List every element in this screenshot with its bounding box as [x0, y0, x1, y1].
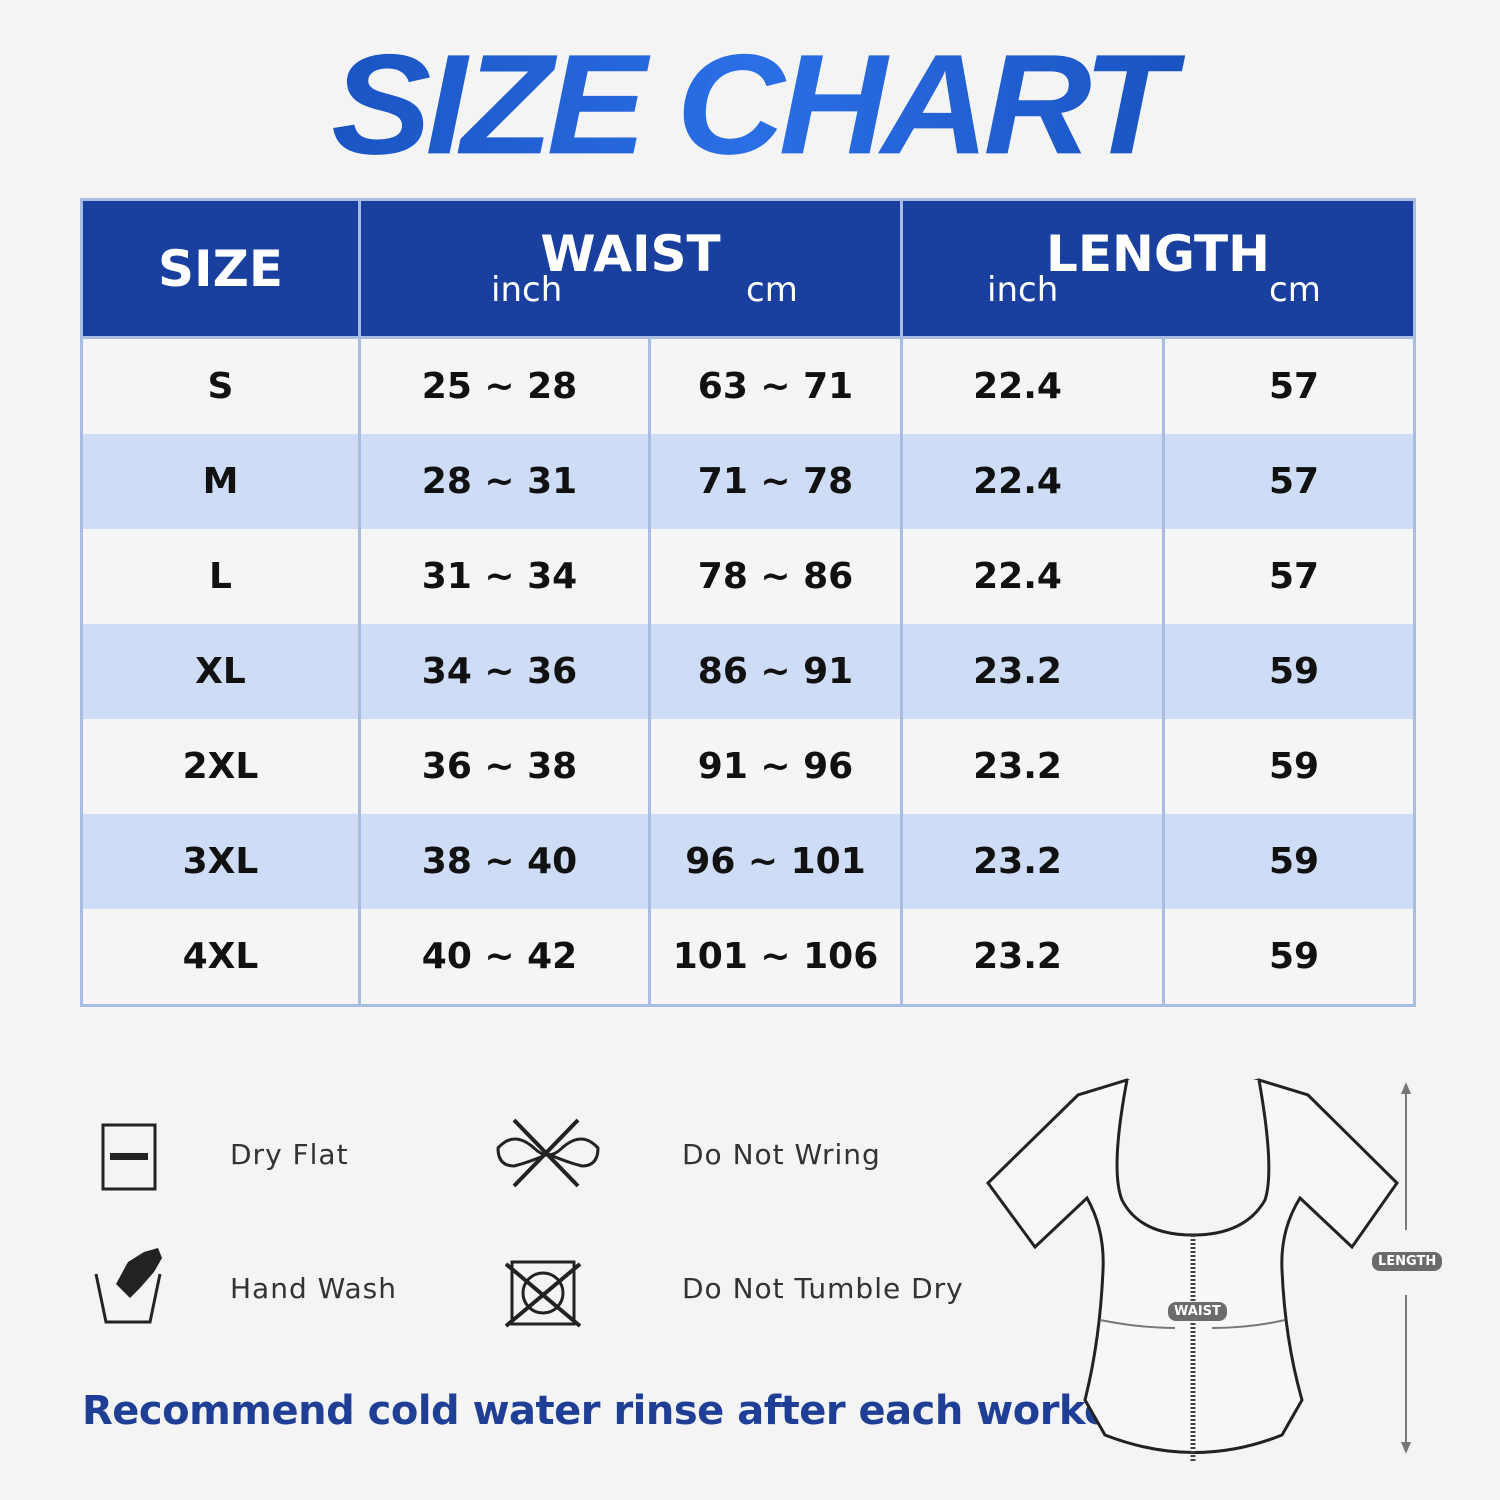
header-waist-cm: cm: [746, 270, 798, 310]
cell-length-cm: 59: [1162, 814, 1417, 909]
cell-length-cm: 57: [1162, 434, 1417, 529]
cell-waist-cm: 96 ~ 101: [647, 814, 904, 909]
garment-diagram: [986, 1078, 1411, 1462]
cell-waist-inch: 34 ~ 36: [358, 624, 651, 719]
cell-waist-inch: 38 ~ 40: [358, 814, 651, 909]
cell-waist-inch: 40 ~ 42: [358, 909, 651, 1007]
do-not-wring-icon: [496, 1118, 600, 1188]
waist-label: WAIST: [1168, 1302, 1227, 1321]
header-length-inch: inch: [987, 270, 1059, 310]
cell-waist-inch: 31 ~ 34: [358, 529, 651, 624]
dry-flat-label: Dry Flat: [230, 1138, 349, 1171]
cell-waist-inch: 28 ~ 31: [358, 434, 651, 529]
hand-wash-icon: [94, 1248, 162, 1324]
header-length: LENGTH inch cm: [900, 198, 1417, 339]
do-not-tumble-dry-icon: [504, 1260, 582, 1328]
header-length-cm: cm: [1269, 270, 1321, 310]
cell-length-cm: 59: [1162, 624, 1417, 719]
cell-length-inch: 23.2: [900, 814, 1166, 909]
table-row: 4XL 40 ~ 42 101 ~ 106 23.2 59: [80, 909, 1417, 1007]
cell-length-inch: 22.4: [900, 529, 1166, 624]
cell-waist-cm: 71 ~ 78: [647, 434, 904, 529]
table-row: M 28 ~ 31 71 ~ 78 22.4 57: [80, 434, 1417, 529]
cell-length-cm: 57: [1162, 337, 1417, 434]
cell-size: 3XL: [80, 814, 361, 909]
length-label: LENGTH: [1372, 1252, 1443, 1271]
cell-waist-cm: 86 ~ 91: [647, 624, 904, 719]
cell-length-cm: 59: [1162, 909, 1417, 1007]
cell-length-inch: 23.2: [900, 909, 1166, 1007]
table-row: 3XL 38 ~ 40 96 ~ 101 23.2 59: [80, 814, 1417, 909]
cell-length-inch: 23.2: [900, 624, 1166, 719]
table-row: L 31 ~ 34 78 ~ 86 22.4 57: [80, 529, 1417, 624]
cell-waist-inch: 36 ~ 38: [358, 719, 651, 814]
cell-waist-inch: 25 ~ 28: [358, 337, 651, 434]
cell-size: 2XL: [80, 719, 361, 814]
dry-flat-icon: [101, 1123, 157, 1191]
cell-length-cm: 57: [1162, 529, 1417, 624]
cell-size: L: [80, 529, 361, 624]
cell-size: M: [80, 434, 361, 529]
cell-waist-cm: 78 ~ 86: [647, 529, 904, 624]
header-waist-inch: inch: [491, 270, 563, 310]
size-table: SIZE WAIST inch cm LENGTH inch cm S 25 ~ …: [80, 198, 1417, 1007]
cell-length-cm: 59: [1162, 719, 1417, 814]
cell-waist-cm: 101 ~ 106: [647, 909, 904, 1007]
cell-length-inch: 23.2: [900, 719, 1166, 814]
header-waist: WAIST inch cm: [357, 198, 904, 339]
cell-waist-cm: 63 ~ 71: [647, 337, 904, 434]
table-row: S 25 ~ 28 63 ~ 71 22.4 57: [80, 337, 1417, 434]
do-not-tumble-dry-label: Do Not Tumble Dry: [682, 1272, 964, 1305]
hand-wash-label: Hand Wash: [230, 1272, 398, 1305]
care-note: Recommend cold water rinse after each wo…: [82, 1388, 1173, 1434]
cell-waist-cm: 91 ~ 96: [647, 719, 904, 814]
cell-length-inch: 22.4: [900, 434, 1166, 529]
table-row: 2XL 36 ~ 38 91 ~ 96 23.2 59: [80, 719, 1417, 814]
header-size: SIZE: [80, 198, 361, 339]
do-not-wring-label: Do Not Wring: [682, 1138, 881, 1171]
cell-size: S: [80, 337, 361, 434]
table-row: XL 34 ~ 36 86 ~ 91 23.2 59: [80, 624, 1417, 719]
cell-length-inch: 22.4: [900, 337, 1166, 434]
cell-size: 4XL: [80, 909, 361, 1007]
cell-size: XL: [80, 624, 361, 719]
page-title: SIZE CHART: [0, 22, 1500, 186]
